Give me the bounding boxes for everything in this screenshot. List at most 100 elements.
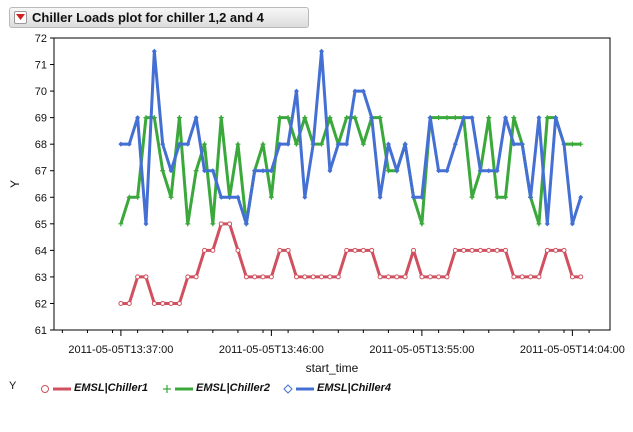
data-point	[444, 168, 450, 174]
data-point	[193, 274, 199, 280]
data-point	[377, 274, 383, 280]
data-point	[578, 141, 584, 147]
data-point	[436, 115, 442, 121]
data-point	[319, 274, 325, 280]
data-point	[268, 194, 274, 200]
data-point	[227, 221, 233, 227]
data-point	[126, 300, 132, 306]
data-point	[185, 221, 191, 227]
data-point	[578, 274, 584, 280]
series-chiller1	[118, 221, 584, 306]
data-point	[118, 300, 124, 306]
data-point	[352, 247, 358, 253]
disclosure-menu-button[interactable]	[14, 11, 27, 24]
y-tick-label: 68	[35, 139, 47, 151]
x-tick-label: 2011-05-05T13:55:00	[369, 344, 474, 356]
data-point	[385, 141, 391, 147]
data-point	[402, 274, 408, 280]
data-point	[252, 274, 258, 280]
data-point	[369, 247, 375, 253]
data-point	[553, 115, 559, 121]
y-tick-label: 64	[35, 245, 47, 257]
data-point	[561, 141, 567, 147]
data-point	[135, 274, 141, 280]
data-point	[335, 274, 341, 280]
data-point	[385, 274, 391, 280]
data-point	[227, 194, 233, 200]
data-point	[277, 115, 283, 121]
data-point	[519, 141, 525, 147]
data-point	[210, 221, 216, 227]
data-point	[377, 194, 383, 200]
series-chiller4	[118, 48, 584, 227]
data-point	[185, 141, 191, 147]
data-point	[469, 247, 475, 253]
data-point	[411, 247, 417, 253]
y-tick-label: 70	[35, 86, 47, 98]
data-point	[544, 247, 550, 253]
data-point	[285, 141, 291, 147]
chart-area: 61 62 63 64 65 66 67 68 69 70 71 72 2011-05-05T13:37…	[8, 33, 625, 375]
data-point	[327, 274, 333, 280]
data-point	[477, 168, 483, 174]
data-point	[319, 48, 325, 54]
data-point	[302, 274, 308, 280]
data-point	[511, 141, 517, 147]
x-tick-label: 2011-05-05T13:46:00	[219, 344, 324, 356]
data-point	[419, 221, 425, 227]
series-line	[120, 49, 583, 226]
data-point	[569, 141, 575, 147]
data-point	[444, 115, 450, 121]
y-axis-title: Y	[8, 180, 22, 188]
data-point	[494, 247, 500, 253]
legend: EMSL|Chiller1 EMSL|Chiller2 EMSL|Chiller4	[0, 381, 633, 397]
data-point	[135, 194, 141, 200]
legend-group-label: Y	[9, 380, 17, 392]
data-point	[452, 247, 458, 253]
data-point	[427, 274, 433, 280]
data-point	[126, 194, 132, 200]
data-point	[285, 247, 291, 253]
data-point	[143, 274, 149, 280]
data-point	[302, 115, 308, 121]
data-point	[293, 141, 299, 147]
data-point	[260, 274, 266, 280]
data-point	[243, 274, 249, 280]
data-point	[394, 274, 400, 280]
data-point	[327, 168, 333, 174]
data-point	[201, 247, 207, 253]
data-point	[369, 115, 375, 121]
data-point	[243, 221, 249, 227]
data-point	[486, 247, 492, 253]
data-point	[452, 141, 458, 147]
data-point	[252, 168, 258, 174]
data-point	[277, 141, 283, 147]
data-point	[477, 247, 483, 253]
data-point	[511, 115, 517, 121]
data-point	[502, 194, 508, 200]
data-point	[235, 194, 241, 200]
data-point	[502, 115, 508, 121]
data-point	[528, 274, 534, 280]
data-point	[218, 115, 224, 121]
data-point	[327, 115, 333, 121]
y-tick-label: 65	[35, 219, 47, 231]
data-point	[135, 115, 141, 121]
data-point	[344, 141, 350, 147]
data-point	[310, 141, 316, 147]
diamond-marker-icon	[283, 384, 314, 394]
y-tick-label: 63	[35, 272, 47, 284]
data-point	[176, 141, 182, 147]
data-point	[394, 168, 400, 174]
x-tick-label: 2011-05-05T14:04:00	[520, 344, 625, 356]
data-point	[118, 221, 124, 227]
red-triangle-menu-icon	[16, 14, 25, 20]
data-point	[461, 247, 467, 253]
data-point	[168, 194, 174, 200]
data-point	[427, 115, 433, 121]
data-point	[569, 274, 575, 280]
data-point	[126, 141, 132, 147]
data-point	[360, 247, 366, 253]
data-point	[536, 274, 542, 280]
data-point	[335, 141, 341, 147]
